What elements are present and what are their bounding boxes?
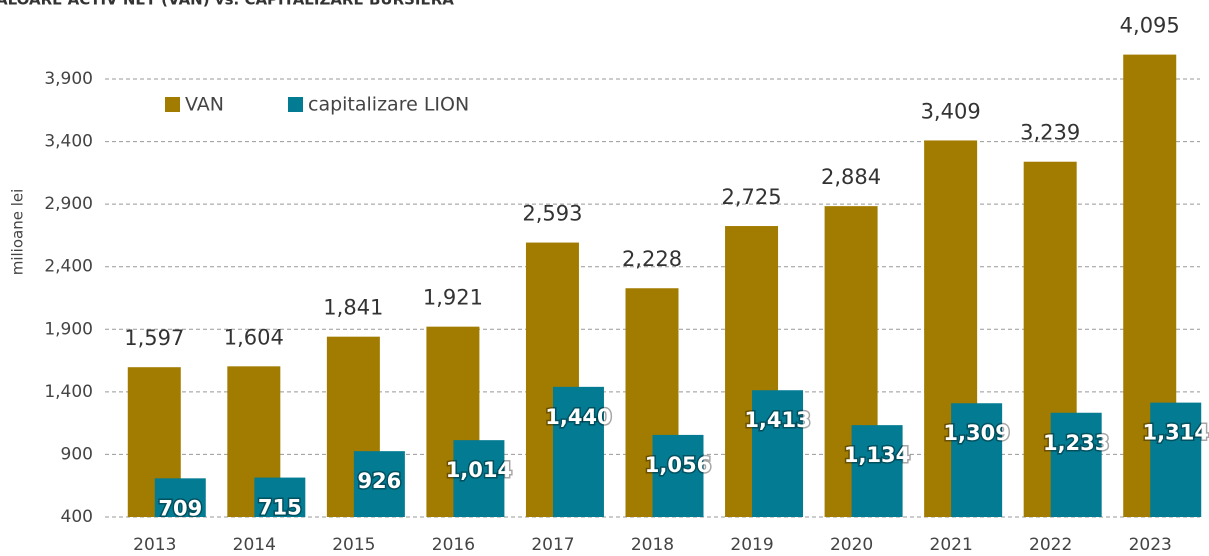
x-tick-label: 2013 bbox=[133, 535, 176, 555]
data-label: 4,095 bbox=[1120, 14, 1180, 38]
bar bbox=[453, 440, 505, 517]
data-label: 1,921 bbox=[423, 286, 483, 310]
data-label: 1,056 bbox=[645, 453, 711, 477]
y-tick-label: 3,400 bbox=[44, 132, 93, 152]
legend-swatch bbox=[165, 97, 180, 112]
legend-label: VAN bbox=[185, 94, 224, 116]
data-label: 3,409 bbox=[921, 99, 981, 123]
bar bbox=[154, 478, 206, 517]
bar bbox=[752, 390, 804, 517]
data-label: 1,413 bbox=[744, 408, 810, 432]
x-tick-label: 2022 bbox=[1029, 535, 1072, 555]
bar bbox=[254, 477, 306, 517]
legend-swatch bbox=[288, 97, 303, 112]
data-label: 1,309 bbox=[943, 421, 1009, 445]
y-tick-label: 1,400 bbox=[44, 382, 93, 402]
x-tick-label: 2015 bbox=[332, 535, 375, 555]
data-label: 1,134 bbox=[844, 443, 910, 467]
bar bbox=[1050, 412, 1102, 517]
data-label: 1,014 bbox=[446, 458, 512, 482]
bar bbox=[1150, 402, 1202, 517]
x-tick-label: 2016 bbox=[432, 535, 475, 555]
data-label: 1,314 bbox=[1143, 421, 1209, 445]
bar bbox=[353, 451, 405, 517]
x-tick-label: 2023 bbox=[1129, 535, 1172, 555]
y-tick-label: 400 bbox=[61, 507, 93, 527]
data-label: 709 bbox=[158, 496, 202, 520]
data-label: 926 bbox=[357, 469, 401, 493]
x-tick-label: 2019 bbox=[730, 535, 773, 555]
y-tick-label: 2,900 bbox=[44, 194, 93, 214]
bar bbox=[951, 403, 1003, 517]
chart-title: ALOARE ACTIV NET (VAN) vs. CAPITALIZARE … bbox=[0, 0, 454, 9]
x-tick-label: 2017 bbox=[531, 535, 574, 555]
data-label: 1,597 bbox=[124, 326, 184, 350]
y-tick-label: 2,400 bbox=[44, 257, 93, 277]
y-tick-label: 3,900 bbox=[44, 69, 93, 89]
data-label: 1,841 bbox=[323, 296, 383, 320]
x-tick-label: 2018 bbox=[631, 535, 674, 555]
data-label: 1,604 bbox=[224, 325, 284, 349]
bar bbox=[851, 425, 903, 517]
data-label: 2,884 bbox=[821, 165, 881, 189]
data-label: 3,239 bbox=[1020, 121, 1080, 145]
x-tick-label: 2020 bbox=[830, 535, 873, 555]
bar bbox=[652, 434, 704, 517]
data-label: 2,593 bbox=[522, 202, 582, 226]
y-tick-label: 1,900 bbox=[44, 319, 93, 339]
x-tick-label: 2021 bbox=[930, 535, 973, 555]
data-label: 2,228 bbox=[622, 247, 682, 271]
data-label: 715 bbox=[258, 496, 302, 520]
y-tick-label: 900 bbox=[61, 444, 93, 464]
x-tick-label: 2014 bbox=[233, 535, 276, 555]
legend-label: capitalizare LION bbox=[308, 94, 469, 116]
y-axis-label: milioane lei bbox=[9, 189, 27, 276]
data-label: 1,233 bbox=[1043, 431, 1109, 455]
data-label: 2,725 bbox=[721, 185, 781, 209]
data-label: 1,440 bbox=[545, 405, 611, 429]
bar bbox=[552, 386, 604, 517]
